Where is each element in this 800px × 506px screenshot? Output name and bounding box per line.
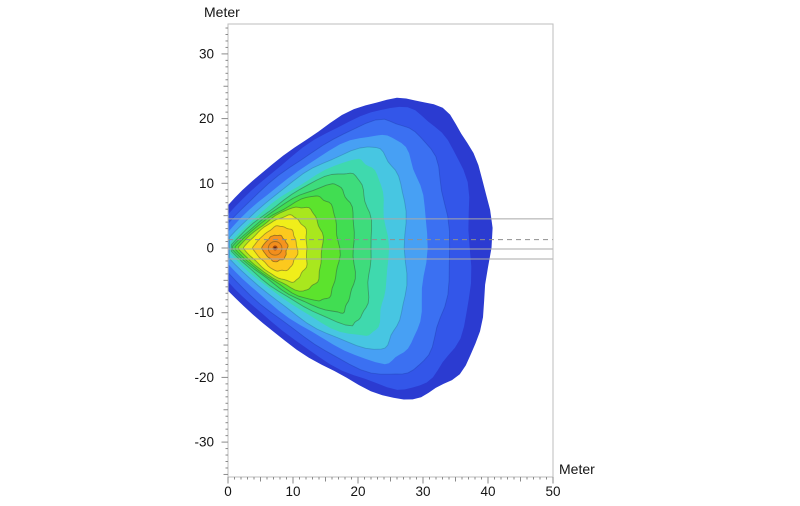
y-tick-label: -20: [194, 370, 214, 385]
y-tick-label: 20: [199, 111, 214, 126]
x-axis-unit-label: Meter: [559, 461, 595, 477]
x-tick-label: 10: [285, 484, 300, 499]
y-tick-label: -30: [194, 435, 214, 450]
x-axis-ticks: [227, 477, 554, 484]
reference-lines: [228, 218, 553, 260]
y-axis-unit-label: Meter: [204, 4, 240, 20]
x-tick-label: 40: [480, 484, 495, 499]
y-axis-ticks: [221, 27, 228, 475]
y-tick-label: 30: [199, 46, 214, 61]
x-axis-tick-labels: 0 10 20 30 40 50: [224, 484, 560, 499]
x-tick-label: 20: [350, 484, 365, 499]
y-axis-tick-labels: 30 20 10 0 -10 -20 -30: [194, 46, 214, 449]
y-tick-label: -10: [194, 305, 214, 320]
x-tick-label: 50: [545, 484, 560, 499]
hotspot-marker: [267, 241, 283, 256]
x-tick-label: 30: [415, 484, 430, 499]
y-tick-label: 0: [206, 241, 214, 256]
y-tick-label: 10: [199, 176, 214, 191]
x-tick-label: 0: [224, 484, 232, 499]
